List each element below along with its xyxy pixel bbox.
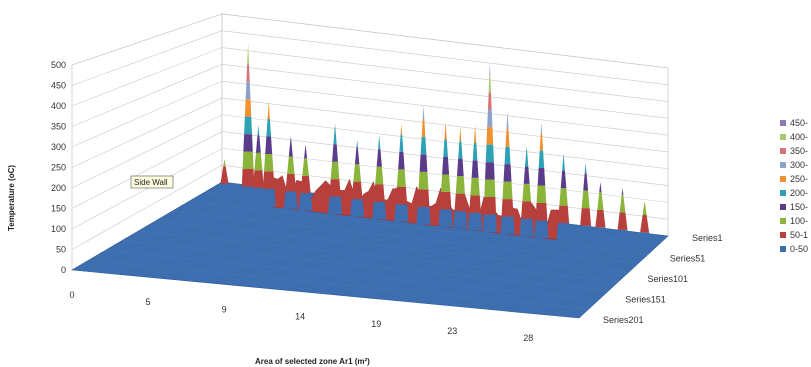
svg-text:300-: 300- (790, 160, 808, 170)
x-axis-title: Area of selected zone Ar1 (m²) (255, 357, 370, 366)
z-tick-label: 500 (51, 60, 66, 70)
temperature-peak (394, 123, 409, 222)
legend-entry: 300- (780, 160, 808, 170)
temperature-peak (261, 101, 276, 207)
depth-tick-label: Series151 (625, 295, 666, 305)
z-tick-label: 0 (61, 265, 66, 275)
legend-entry: 450- (780, 118, 808, 128)
z-gridline (71, 114, 669, 189)
depth-tick-label: Series51 (670, 254, 706, 264)
z-tick-label: 350 (51, 122, 66, 132)
temperature-peak (468, 125, 483, 231)
z-tick-label: 250 (51, 163, 66, 173)
temperature-peak (328, 123, 343, 215)
temperature-peak (241, 43, 256, 204)
z-gridline (71, 30, 669, 86)
svg-text:400-: 400- (790, 132, 808, 142)
svg-text:150-: 150- (790, 202, 808, 212)
depth-tick-label: Series101 (648, 274, 689, 284)
z-gridline (71, 148, 669, 230)
legend-entry: 0-50 (780, 244, 808, 254)
x-tick-label: 23 (447, 326, 457, 336)
z-tick-label: 200 (51, 183, 66, 193)
temperature-peak (372, 135, 387, 220)
temperature-peak (438, 122, 453, 227)
legend-entry: 150- (780, 202, 808, 212)
z-gridline (71, 80, 669, 148)
temperature-peak (283, 135, 298, 209)
temperature-peak (217, 159, 232, 202)
legend: 450- 400- 350- 300- 250- 200- 150- 100- 50-1 0-50 (780, 118, 808, 254)
x-tick-label: 0 (69, 290, 74, 300)
temperature-peaks (217, 43, 652, 250)
svg-text:0-50: 0-50 (790, 244, 808, 254)
z-tick-label: 100 (51, 224, 66, 234)
temperature-peak (251, 124, 266, 206)
temperature-peak (416, 105, 431, 225)
z-tick-label: 300 (51, 142, 66, 152)
svg-text:50-1: 50-1 (790, 230, 808, 240)
svg-text:250-: 250- (790, 174, 808, 184)
x-tick-label: 19 (371, 319, 381, 329)
x-tick-label: 9 (222, 304, 227, 314)
legend-entry: 350- (780, 146, 808, 156)
temperature-peak (534, 122, 549, 238)
z-gridline (71, 164, 669, 250)
z-gridline (71, 64, 669, 127)
z-tick-label: 50 (56, 245, 66, 255)
z-tick-label: 450 (51, 81, 66, 91)
temperature-peak (500, 111, 515, 235)
temperature-peak (350, 139, 365, 217)
svg-text:450-: 450- (790, 118, 808, 128)
y-axis-title: Temperature (oC) (7, 165, 16, 231)
legend-entry: 100- (780, 216, 808, 226)
legend-entry: 50-1 (780, 230, 808, 240)
temperature-peak (482, 64, 497, 232)
temperature-peak (519, 145, 534, 237)
z-tick-label: 150 (51, 204, 66, 214)
x-tick-label: 28 (523, 333, 533, 343)
temperature-peak (578, 162, 593, 244)
z-gridline (71, 131, 669, 209)
svg-text:Side Wall: Side Wall (134, 178, 168, 187)
svg-text:350-: 350- (790, 146, 808, 156)
temperature-peak (298, 144, 313, 211)
legend-entry: 250- (780, 174, 808, 184)
floor-surface (71, 181, 669, 319)
z-gridline (71, 47, 669, 107)
svg-text:200-: 200- (790, 188, 808, 198)
z-gridline (71, 97, 669, 168)
side-wall-annotation: Side Wall (130, 175, 174, 189)
axes: 0 50 100 150 200 250 300 350 400 450 500 0 5 9 14 19 23 2… (51, 60, 723, 343)
x-tick-label: 14 (295, 312, 305, 322)
temperature-peak (556, 153, 571, 241)
depth-tick-label: Series201 (603, 315, 644, 325)
legend-entry: 400- (780, 132, 808, 142)
legend-entry: 200- (780, 188, 808, 198)
depth-tick-label: Series1 (692, 233, 723, 243)
z-tick-label: 400 (51, 101, 66, 111)
svg-text:100-: 100- (790, 216, 808, 226)
temperature-peak (593, 181, 608, 245)
x-tick-label: 5 (146, 297, 151, 307)
temperature-peak (615, 187, 630, 248)
temperature-peak (453, 127, 468, 229)
z-gridline (71, 13, 669, 69)
temperature-peak (637, 200, 652, 250)
